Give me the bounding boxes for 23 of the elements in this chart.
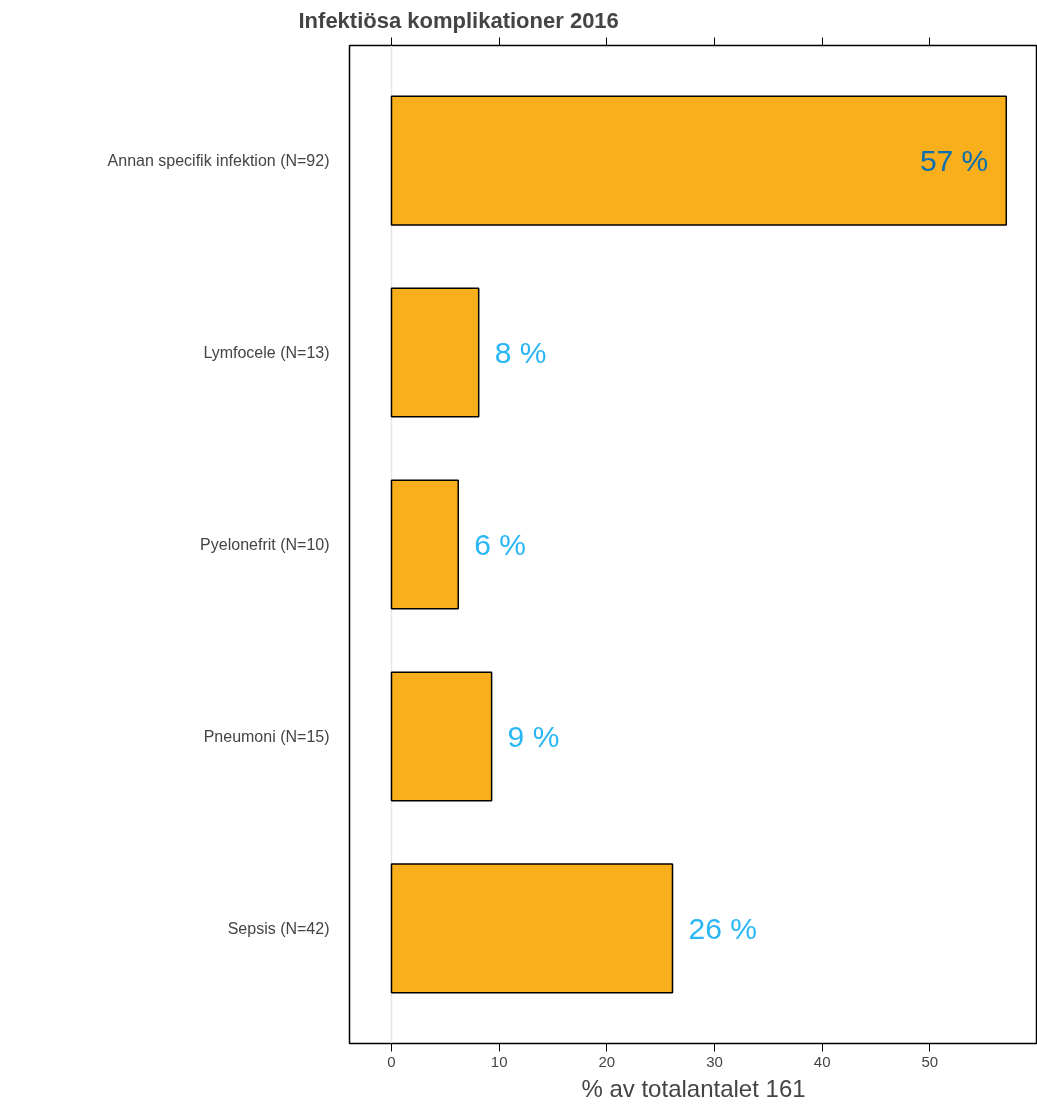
bar bbox=[390, 479, 459, 610]
y-tick-label: Pneumoni (N=15) bbox=[203, 727, 330, 745]
x-tick-label: 50 bbox=[921, 1052, 939, 1070]
data-label: 26 % bbox=[688, 911, 757, 945]
bar bbox=[390, 671, 493, 802]
data-label: 57 % bbox=[919, 144, 989, 178]
y-tick-label: Sepsis (N=42) bbox=[227, 919, 330, 937]
bar bbox=[390, 863, 674, 994]
x-axis-title: % av totalantalet 161 bbox=[581, 1074, 806, 1102]
x-tick-label: 30 bbox=[706, 1052, 723, 1070]
x-tick-label: 10 bbox=[490, 1052, 508, 1070]
data-label: 8 % bbox=[494, 336, 547, 370]
x-tick-label: 40 bbox=[813, 1052, 831, 1070]
data-label: 6 % bbox=[474, 528, 526, 561]
chart-title: Infektiösa komplikationer 2016 bbox=[298, 7, 619, 33]
x-tick-label: 20 bbox=[598, 1052, 616, 1070]
bar bbox=[390, 95, 1008, 226]
bar bbox=[390, 287, 480, 418]
y-tick-label: Pyelonefrit (N=10) bbox=[200, 536, 330, 553]
y-tick-label: Lymfocele (N=13) bbox=[203, 344, 330, 362]
y-tick-label: Annan specifik infektion (N=92) bbox=[107, 152, 330, 170]
data-label: 9 % bbox=[507, 719, 560, 753]
x-tick-label: 0 bbox=[387, 1052, 396, 1070]
